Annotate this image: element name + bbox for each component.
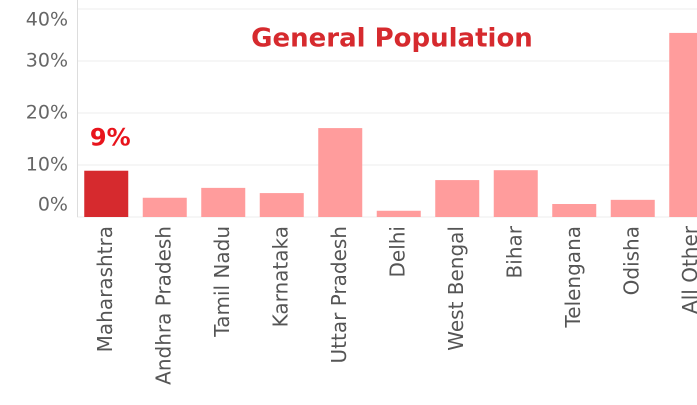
x-tick-label: Odisha	[619, 226, 643, 295]
bar	[318, 128, 363, 217]
y-tick-label: 0%	[38, 194, 68, 216]
x-tick-label: West Bengal	[444, 226, 468, 351]
y-tick-label: 30%	[26, 50, 68, 72]
x-tick-label: Bihar	[502, 225, 526, 278]
x-tick-label: All Other	[678, 225, 697, 314]
bar	[201, 187, 246, 217]
x-tick-label: Karnataka	[268, 226, 292, 327]
bar	[376, 210, 421, 217]
bar	[142, 197, 187, 217]
bar	[610, 199, 655, 217]
bar	[552, 204, 597, 217]
y-tick-label: 10%	[26, 154, 68, 176]
x-tick-label: Tamil Nadu	[210, 226, 234, 338]
chart-title: General Population	[251, 24, 533, 54]
bar	[259, 193, 304, 217]
y-tick-label: 20%	[26, 102, 68, 124]
x-tick-label: Uttar Pradesh	[327, 226, 351, 363]
bar	[435, 180, 480, 217]
bar	[669, 32, 697, 217]
x-tick-label: Delhi	[385, 226, 409, 278]
bar	[84, 170, 129, 217]
bar	[493, 170, 538, 217]
y-tick-label: 40%	[26, 9, 68, 31]
x-tick-label: Andhra Pradesh	[151, 226, 175, 385]
value-label: 9%	[90, 124, 131, 152]
x-tick-label: Telengana	[561, 226, 585, 329]
x-tick-label: Maharashtra	[93, 226, 117, 352]
